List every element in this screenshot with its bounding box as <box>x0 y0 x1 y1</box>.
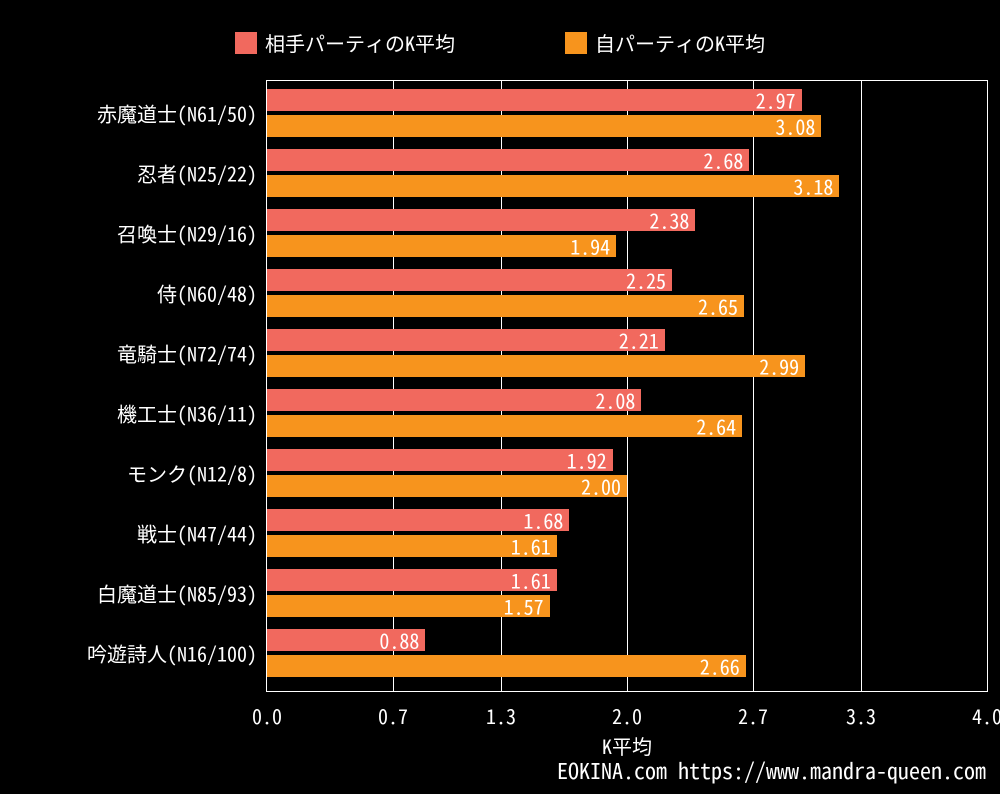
bar-self: 2.64 <box>267 415 742 437</box>
bar-value: 2.68 <box>703 146 743 175</box>
bar-opponent: 2.68 <box>267 149 749 171</box>
bar-value: 1.68 <box>523 506 563 535</box>
bar-value: 2.99 <box>759 352 799 381</box>
legend: 相手パーティのK平均 自パーティのK平均 <box>0 28 1000 57</box>
category-label: 侍(N60/48) <box>157 279 257 308</box>
bar-self: 3.08 <box>267 115 821 137</box>
bar-self: 1.94 <box>267 235 616 257</box>
category-label: 吟遊詩人(N16/100) <box>87 639 257 668</box>
bar-value: 2.64 <box>696 412 736 441</box>
legend-swatch-0 <box>235 32 257 54</box>
bar-value: 0.88 <box>379 626 419 655</box>
category-label: 赤魔道士(N61/50) <box>97 99 257 128</box>
xtick-label: 2.7 <box>738 701 768 730</box>
bar-opponent: 2.08 <box>267 389 641 411</box>
gridline <box>861 81 862 691</box>
credit-text: EOKINA.com https://www.mandra-queen.com <box>557 754 986 786</box>
bar-self: 1.57 <box>267 595 550 617</box>
bar-value: 1.57 <box>504 592 544 621</box>
category-label: 戦士(N47/44) <box>137 519 257 548</box>
bar-value: 2.97 <box>756 86 796 115</box>
legend-label-1: 自パーティのK平均 <box>595 28 765 57</box>
bar-opponent: 2.97 <box>267 89 802 111</box>
legend-item-0: 相手パーティのK平均 <box>235 28 455 57</box>
xtick-label: 1.3 <box>486 701 516 730</box>
bar-value: 1.92 <box>567 446 607 475</box>
bar-value: 3.18 <box>793 172 833 201</box>
bar-opponent: 1.61 <box>267 569 557 591</box>
xtick-label: 0.7 <box>378 701 408 730</box>
legend-item-1: 自パーティのK平均 <box>565 28 765 57</box>
bar-self: 3.18 <box>267 175 839 197</box>
bar-opponent: 0.88 <box>267 629 425 651</box>
bar-self: 1.61 <box>267 535 557 557</box>
bar-self: 2.00 <box>267 475 627 497</box>
bar-opponent: 2.21 <box>267 329 665 351</box>
bar-value: 2.25 <box>626 266 666 295</box>
bar-value: 2.21 <box>619 326 659 355</box>
xtick-label: 0.0 <box>252 701 282 730</box>
bar-value: 2.66 <box>700 652 740 681</box>
bar-value: 1.61 <box>511 566 551 595</box>
category-label: 忍者(N25/22) <box>137 159 257 188</box>
xtick-label: 2.0 <box>612 701 642 730</box>
bar-self: 2.99 <box>267 355 805 377</box>
bar-self: 2.66 <box>267 655 746 677</box>
bar-value: 2.38 <box>649 206 689 235</box>
bar-value: 2.08 <box>595 386 635 415</box>
plot-area: 0.00.71.32.02.73.34.0K平均赤魔道士(N61/50)2.97… <box>266 80 988 692</box>
xtick-label: 4.0 <box>972 701 1000 730</box>
bar-self: 2.65 <box>267 295 744 317</box>
bar-value: 1.94 <box>570 232 610 261</box>
bar-opponent: 2.25 <box>267 269 672 291</box>
bar-value: 1.61 <box>511 532 551 561</box>
bar-value: 3.08 <box>775 112 815 141</box>
category-label: モンク(N12/8) <box>127 459 257 488</box>
legend-label-0: 相手パーティのK平均 <box>265 28 455 57</box>
bar-opponent: 2.38 <box>267 209 695 231</box>
bar-value: 2.65 <box>698 292 738 321</box>
bar-value: 2.00 <box>581 472 621 501</box>
chart-container: 相手パーティのK平均自パーティのK平均 0.00.71.32.02.73.34.… <box>0 0 1000 794</box>
category-label: 機工士(N36/11) <box>117 399 257 428</box>
category-label: 召喚士(N29/16) <box>117 219 257 248</box>
gridline <box>753 81 754 691</box>
category-label: 竜騎士(N72/74) <box>117 339 257 368</box>
xtick-label: 3.3 <box>846 701 876 730</box>
legend-swatch-1 <box>565 32 587 54</box>
bar-opponent: 1.92 <box>267 449 613 471</box>
category-label: 白魔道士(N85/93) <box>97 579 257 608</box>
bar-opponent: 1.68 <box>267 509 569 531</box>
